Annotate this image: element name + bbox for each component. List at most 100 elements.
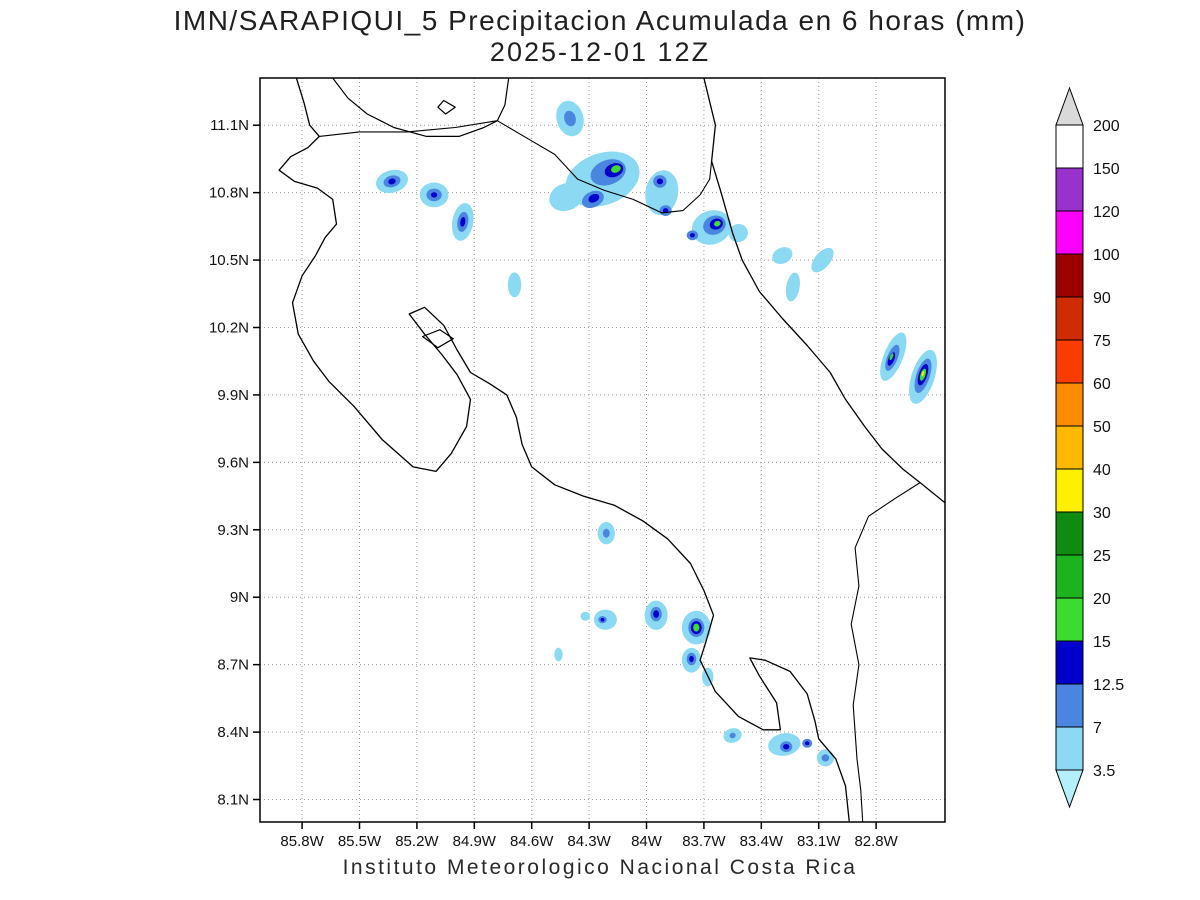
y-tick-label: 11.1N: [210, 117, 249, 134]
colorbar-label: 12.5: [1093, 677, 1124, 694]
x-tick-label: 83.4W: [740, 833, 784, 850]
y-tick-label: 9.6N: [217, 454, 249, 471]
colorbar-label: 15: [1093, 634, 1111, 651]
colorbar-label: 20: [1093, 591, 1111, 608]
x-tick-label: 85.2W: [395, 833, 439, 850]
y-tick-label: 8.4N: [217, 724, 249, 741]
colorbar-segment: [1055, 425, 1084, 470]
precip-blob: [729, 732, 736, 739]
colorbar-segment: [1055, 124, 1084, 169]
y-tick-label: 9.9N: [217, 387, 249, 404]
precip-blob: [689, 655, 694, 663]
footer-credit: Instituto Meteorologico Nacional Costa R…: [342, 856, 858, 879]
precip-blob: [388, 178, 396, 185]
precip-blob: [783, 744, 790, 750]
colorbar-segment: [1055, 167, 1084, 212]
precip-blob: [921, 370, 925, 377]
colorbar-label: 150: [1093, 161, 1120, 178]
colorbar-segment: [1055, 210, 1084, 255]
precip-blob: [811, 247, 834, 273]
x-tick-label: 83.7W: [682, 833, 726, 850]
precip-blob: [554, 647, 563, 662]
lake-nicaragua-shore: [332, 78, 510, 137]
precip-blob: [431, 192, 438, 198]
colorbar-label: 90: [1093, 290, 1111, 307]
colorbar-segment: [1055, 726, 1084, 771]
y-tick-label: 9N: [230, 589, 249, 606]
precip-blob: [772, 247, 793, 265]
colorbar-label: 3.5: [1093, 763, 1115, 780]
precip-blob: [600, 617, 605, 622]
map-subtitle: 2025-12-01 12Z: [489, 37, 711, 67]
colorbar-label: 50: [1093, 419, 1111, 436]
coastlines: [278, 78, 945, 822]
colorbar-segment: [1055, 597, 1084, 642]
colorbar-label: 200: [1093, 118, 1120, 135]
precip-blob: [653, 610, 659, 618]
colorbar-segment: [1055, 339, 1084, 384]
solentiname-island: [437, 99, 456, 115]
panama-border: [850, 482, 921, 822]
x-tick-label: 85.8W: [280, 833, 324, 850]
colorbar-label: 40: [1093, 462, 1111, 479]
x-tick-label: 82.8W: [854, 833, 898, 850]
colorbar-segment: [1055, 511, 1084, 556]
san-juan-river-border: [496, 120, 713, 214]
x-tick-label: 84W: [631, 833, 663, 850]
y-tick-label: 10.5N: [209, 252, 249, 269]
colorbar-label: 60: [1093, 376, 1111, 393]
precipitation-layer: [375, 100, 937, 767]
y-tick-label: 8.7N: [217, 657, 249, 674]
precip-blob: [821, 754, 830, 762]
precip-blob: [549, 183, 583, 212]
precip-blob: [580, 611, 591, 621]
colorbar-label: 120: [1093, 204, 1120, 221]
y-tick-label: 10.8N: [209, 185, 249, 202]
precip-blob: [785, 272, 800, 302]
x-tick-label: 84.6W: [510, 833, 554, 850]
precip-blob: [693, 623, 700, 632]
map-title: IMN/SARAPIQUI_5 Precipitacion Acumulada …: [173, 5, 1027, 36]
precip-blob: [564, 110, 576, 127]
colorbar-label: 75: [1093, 333, 1111, 350]
precip-blob: [713, 220, 721, 227]
precip-blob: [460, 217, 466, 227]
colorbar-segment: [1055, 468, 1084, 513]
x-tick-label: 84.3W: [567, 833, 611, 850]
colorbar-arrow-top: [1055, 86, 1084, 126]
caribbean-coastline: [703, 78, 945, 504]
colorbar-label: 100: [1093, 247, 1120, 264]
precip-blob: [804, 741, 810, 746]
colorbar-segment: [1055, 683, 1084, 728]
precip-blob: [588, 193, 600, 203]
colorbar-label: 30: [1093, 505, 1111, 522]
y-tick-label: 8.1N: [217, 792, 249, 809]
precip-blob: [602, 528, 610, 538]
colorbar-segment: [1055, 554, 1084, 599]
colorbar-label: 7: [1093, 720, 1102, 737]
x-tick-label: 83.1W: [797, 833, 841, 850]
colorbar-segment: [1055, 253, 1084, 298]
colorbar-label: 25: [1093, 548, 1111, 565]
precip-blob: [507, 272, 522, 298]
y-tick-label: 10.2N: [209, 319, 249, 336]
x-tick-label: 84.9W: [453, 833, 497, 850]
colorbar-arrow-bottom: [1055, 769, 1084, 809]
colorbar-segment: [1055, 640, 1084, 685]
colorbar-segment: [1055, 382, 1084, 427]
precip-blob: [656, 178, 664, 185]
pacific-coastline: [278, 78, 850, 822]
precip-blob: [611, 165, 621, 173]
axis-ticks: [253, 124, 877, 829]
colorbar-segment: [1055, 296, 1084, 341]
x-tick-label: 85.5W: [338, 833, 382, 850]
nicaragua-border: [318, 120, 498, 137]
precip-blob: [889, 353, 894, 361]
map-frame: [259, 77, 946, 823]
chira-island: [422, 329, 454, 349]
precip-blob: [689, 233, 695, 238]
grid-lines: [260, 78, 945, 822]
y-tick-label: 9.3N: [217, 522, 249, 539]
